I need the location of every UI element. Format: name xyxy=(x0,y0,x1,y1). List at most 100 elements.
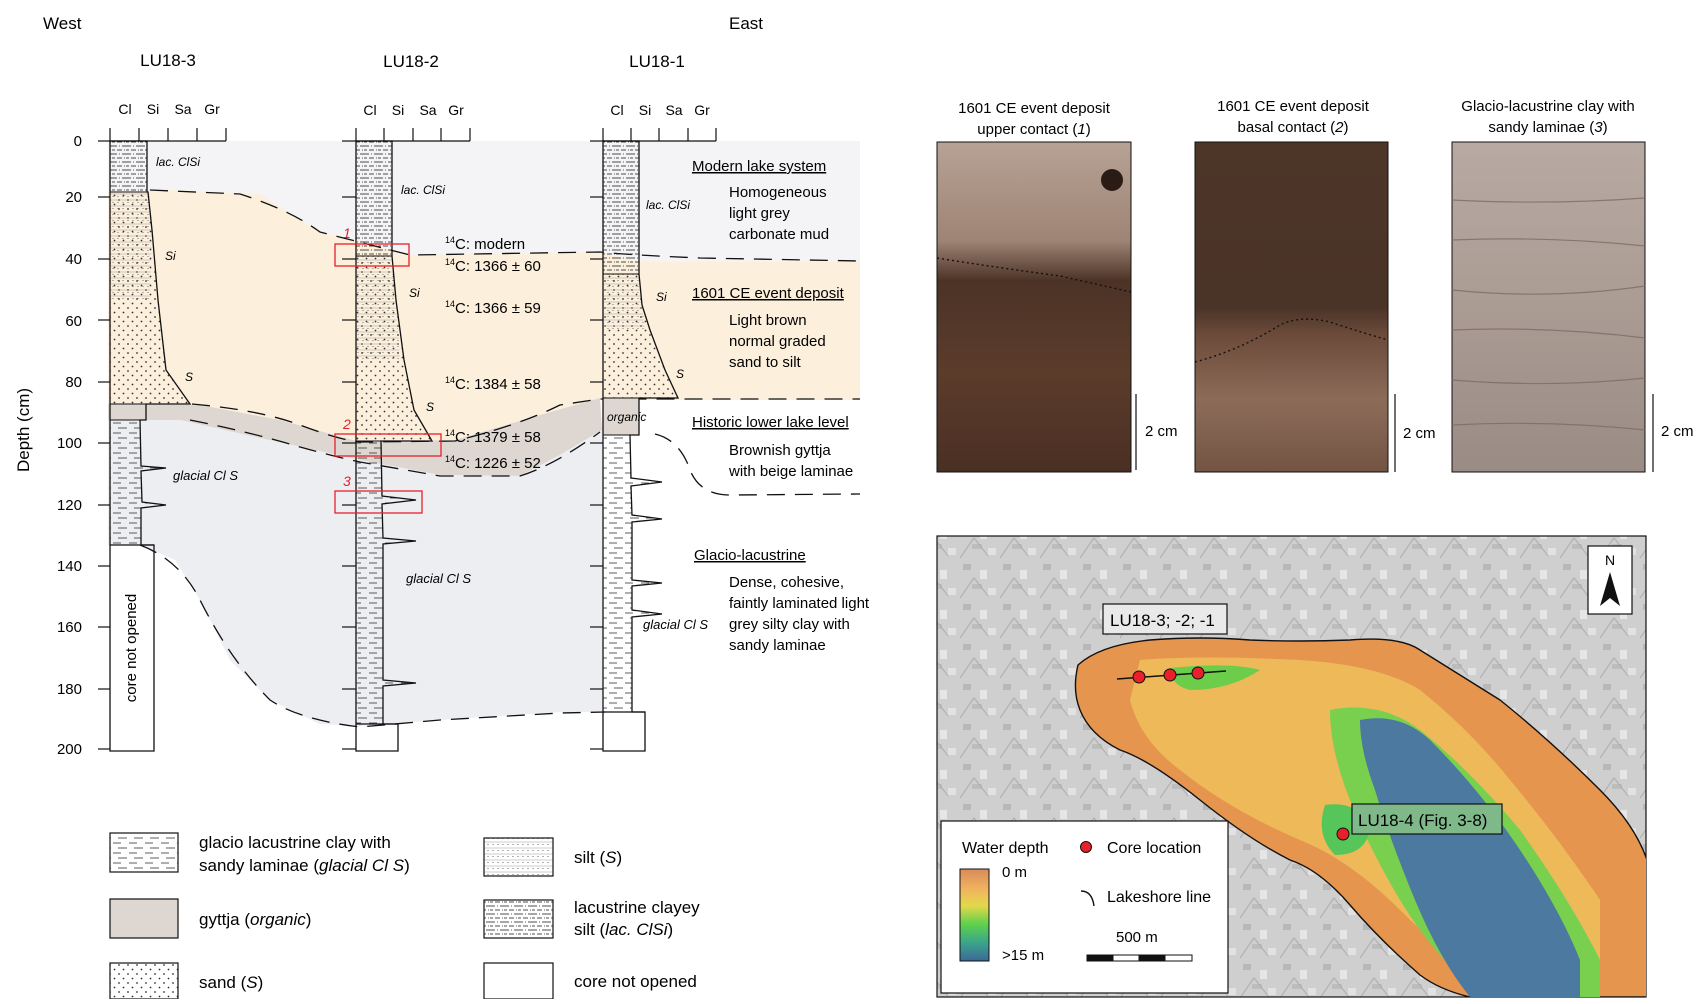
svg-text:silt (S): silt (S) xyxy=(574,848,622,867)
sample-marker-2: 2 xyxy=(342,416,351,432)
svg-text:14C: 1379 ± 58: 14C: 1379 ± 58 xyxy=(445,428,541,446)
legend-swatch-not-opened xyxy=(483,962,554,1000)
svg-text:Cl: Cl xyxy=(610,102,623,118)
svg-text:silt (lac. ClSi): silt (lac. ClSi) xyxy=(574,920,673,939)
svg-text:upper contact (1): upper contact (1) xyxy=(977,121,1090,138)
sample-marker-1: 1 xyxy=(343,225,351,241)
svg-text:Brownish gyttja: Brownish gyttja xyxy=(729,442,831,459)
svg-text:Si: Si xyxy=(147,101,159,117)
glacio-lacustrine-band xyxy=(108,420,602,726)
svg-text:Gr: Gr xyxy=(694,102,710,118)
unit-glacio: Glacio-lacustrine Dense, cohesive, faint… xyxy=(694,547,870,654)
svg-text:20: 20 xyxy=(65,189,82,206)
legend-lakeshore: Lakeshore line xyxy=(1107,889,1211,906)
sample-box-3 xyxy=(334,490,423,514)
bathymetry-map: LU18-3; -2; -1 LU18-4 (Fig. 3-8) N Water… xyxy=(936,535,1647,998)
svg-text:sandy laminae: sandy laminae xyxy=(729,637,826,654)
svg-text:Glacio-lacustrine: Glacio-lacustrine xyxy=(694,547,806,564)
svg-text:Modern lake system: Modern lake system xyxy=(692,158,826,175)
depth-bottom-label: >15 m xyxy=(1002,947,1044,964)
legend-swatch-gyttja xyxy=(109,898,179,939)
svg-text:Gr: Gr xyxy=(204,101,220,117)
lu18-2-si-label: Si xyxy=(409,286,420,300)
svg-text:160: 160 xyxy=(57,619,82,636)
sample-box-2 xyxy=(334,433,442,457)
svg-text:Sa: Sa xyxy=(174,101,191,117)
svg-text:14C: 1384 ± 58: 14C: 1384 ± 58 xyxy=(445,375,541,393)
lu18-3-lacclsi-label: lac. ClSi xyxy=(156,155,200,169)
sample-marker-3: 3 xyxy=(343,473,351,489)
svg-text:140: 140 xyxy=(57,558,82,575)
core-location-icon xyxy=(1080,841,1092,853)
legend-swatch-silt xyxy=(483,837,554,877)
svg-text:grey silty clay with: grey silty clay with xyxy=(729,616,850,633)
legend-swatch-lacustrine xyxy=(483,899,554,939)
grain-labels-lu18-2: Cl Si Sa Gr xyxy=(363,102,464,118)
west-label: West xyxy=(43,14,82,33)
lakeshore-line-icon xyxy=(1080,890,1095,907)
core-lu18-3: lac. ClSi Si S glacial Cl S core not ope… xyxy=(98,128,238,752)
core-location-lu18-2 xyxy=(1163,668,1177,682)
lu18-1-organic-label: organic xyxy=(607,410,646,424)
lu18-1-glacial-label: glacial Cl S xyxy=(643,617,708,632)
grain-labels-lu18-1: Cl Si Sa Gr xyxy=(610,102,710,118)
svg-text:faintly laminated light: faintly laminated light xyxy=(729,595,870,612)
svg-text:light grey: light grey xyxy=(729,205,790,222)
lu18-1-lacclsi-label: lac. ClSi xyxy=(646,198,690,212)
svg-text:2 cm: 2 cm xyxy=(1403,425,1436,442)
svg-text:Cl: Cl xyxy=(118,101,131,117)
c14-dates: 14C: modern 14C: 1366 ± 60 14C: 1366 ± 5… xyxy=(445,235,541,472)
svg-text:Glacio-lacustrine clay with: Glacio-lacustrine clay with xyxy=(1461,98,1634,115)
scalebar xyxy=(1086,954,1193,962)
unit-boundaries xyxy=(139,189,861,728)
lu18-2-glacial-label: glacial Cl S xyxy=(406,571,471,586)
svg-text:lacustrine clayey: lacustrine clayey xyxy=(574,898,700,917)
lu18-1-si-label: Si xyxy=(656,290,667,304)
north-label: N xyxy=(1605,552,1615,568)
east-label: East xyxy=(729,14,763,33)
svg-text:200: 200 xyxy=(57,741,82,758)
svg-text:Cl: Cl xyxy=(363,102,376,118)
svg-text:2 cm: 2 cm xyxy=(1661,423,1694,440)
depth-tick-labels: 0 20 40 60 80 100 120 140 160 180 200 xyxy=(57,133,82,758)
map-label-west-cores: LU18-3; -2; -1 xyxy=(1110,611,1215,630)
core-lu18-1: lac. ClSi Si S organic glacial Cl S xyxy=(590,128,717,752)
svg-text:100: 100 xyxy=(57,435,82,452)
legend-core-location: Core location xyxy=(1107,840,1201,857)
svg-text:2 cm: 2 cm xyxy=(1145,423,1178,440)
core-location-lu18-1 xyxy=(1191,666,1205,680)
svg-text:Historic lower lake level: Historic lower lake level xyxy=(692,414,849,431)
svg-text:Homogeneous: Homogeneous xyxy=(729,184,827,201)
lu18-3-s-label: S xyxy=(185,370,193,384)
svg-text:Sa: Sa xyxy=(665,102,682,118)
core-lu18-2: lac. ClSi Si S glacial Cl S 1 2 3 xyxy=(334,128,471,752)
depth-top-label: 0 m xyxy=(1002,864,1027,881)
lu18-3-glacial-label: glacial Cl S xyxy=(173,468,238,483)
svg-text:sand to silt: sand to silt xyxy=(729,354,802,371)
svg-text:Si: Si xyxy=(639,102,651,118)
unit-historic: Historic lower lake level Brownish gyttj… xyxy=(692,414,853,480)
svg-text:14C: 1226 ± 52: 14C: 1226 ± 52 xyxy=(445,454,541,472)
svg-text:basal contact (2): basal contact (2) xyxy=(1238,119,1349,136)
lu18-3-not-opened-label: core not opened xyxy=(123,594,140,702)
svg-text:1601 CE event deposit: 1601 CE event deposit xyxy=(1217,98,1370,115)
legend-water-depth: Water depth xyxy=(962,840,1049,857)
modern-lake-band xyxy=(108,141,860,262)
map-label-lu18-4: LU18-4 (Fig. 3-8) xyxy=(1358,811,1487,830)
svg-text:1601 CE event deposit: 1601 CE event deposit xyxy=(958,100,1111,117)
svg-text:40: 40 xyxy=(65,251,82,268)
scalebar-label: 500 m xyxy=(1116,929,1158,946)
core-title-lu18-2: LU18-2 xyxy=(383,52,439,71)
core-title-lu18-1: LU18-1 xyxy=(629,52,685,71)
photo-glacio-lacustrine: Glacio-lacustrine clay with sandy lamina… xyxy=(1451,98,1694,473)
unit-event: 1601 CE event deposit Light brown normal… xyxy=(692,285,845,371)
depth-axis-label: Depth (cm) xyxy=(14,388,33,472)
core-location-lu18-4 xyxy=(1336,827,1350,841)
legend-swatch-glacial xyxy=(109,832,179,873)
grain-labels-lu18-3: Cl Si Sa Gr xyxy=(118,101,220,117)
depth-colorbar xyxy=(959,868,990,962)
lu18-2-s-label: S xyxy=(426,400,434,414)
svg-text:core not opened: core not opened xyxy=(574,972,697,991)
north-arrow-icon xyxy=(1600,572,1620,606)
